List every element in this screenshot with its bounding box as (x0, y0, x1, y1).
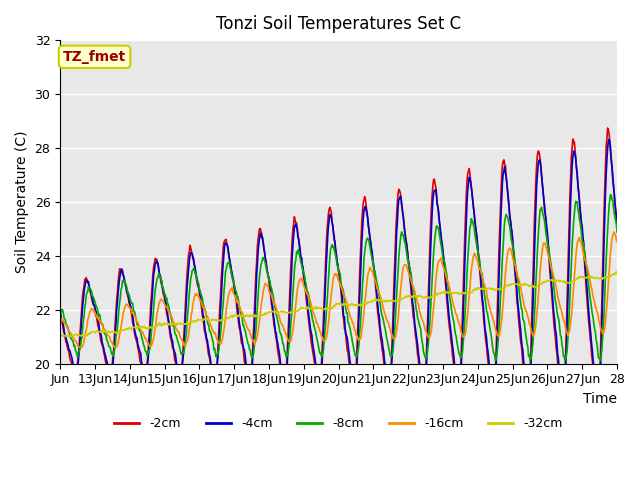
-32cm (80, 334, 88, 339)
-2cm (613, 225, 621, 230)
-32cm (180, 321, 188, 327)
-32cm (133, 325, 141, 331)
-4cm (65, 347, 73, 353)
-32cm (510, 281, 518, 287)
-4cm (605, 136, 613, 142)
-16cm (527, 325, 534, 331)
Line: -16cm: -16cm (60, 232, 617, 348)
Title: Tonzi Soil Temperatures Set C: Tonzi Soil Temperatures Set C (216, 15, 461, 33)
-16cm (77, 345, 84, 350)
-4cm (509, 245, 517, 251)
-32cm (65, 333, 73, 338)
-16cm (65, 329, 73, 335)
-4cm (594, 402, 602, 408)
-4cm (56, 308, 64, 314)
-2cm (65, 348, 73, 354)
-16cm (133, 319, 141, 325)
-32cm (458, 290, 465, 296)
-8cm (613, 229, 621, 235)
-16cm (180, 339, 188, 345)
Y-axis label: Soil Temperature (C): Soil Temperature (C) (15, 131, 29, 273)
-8cm (607, 192, 614, 197)
-16cm (458, 329, 465, 335)
-4cm (526, 382, 534, 387)
-2cm (509, 250, 517, 255)
-8cm (56, 306, 64, 312)
-2cm (56, 312, 64, 318)
-16cm (613, 239, 621, 244)
-4cm (456, 378, 464, 384)
-4cm (132, 334, 140, 340)
-8cm (526, 358, 534, 364)
-8cm (561, 358, 569, 364)
-2cm (604, 125, 611, 131)
Line: -4cm: -4cm (60, 139, 617, 405)
-8cm (456, 355, 464, 360)
-32cm (527, 282, 534, 288)
-2cm (456, 368, 464, 374)
Line: -8cm: -8cm (60, 194, 617, 361)
Text: TZ_fmet: TZ_fmet (63, 50, 126, 64)
Legend: -2cm, -4cm, -8cm, -16cm, -32cm: -2cm, -4cm, -8cm, -16cm, -32cm (109, 412, 568, 435)
-2cm (179, 353, 186, 359)
-4cm (179, 360, 186, 365)
-8cm (65, 329, 73, 335)
-32cm (612, 269, 620, 275)
-8cm (509, 247, 517, 252)
-4cm (613, 222, 621, 228)
-2cm (526, 372, 534, 378)
-2cm (132, 338, 140, 344)
-32cm (56, 332, 64, 337)
X-axis label: Time: Time (583, 392, 617, 406)
-8cm (132, 316, 140, 322)
-2cm (593, 408, 600, 414)
-32cm (613, 270, 621, 276)
-8cm (179, 349, 186, 355)
Line: -32cm: -32cm (60, 272, 617, 336)
Line: -2cm: -2cm (60, 128, 617, 411)
-16cm (510, 259, 518, 265)
-16cm (56, 315, 64, 321)
-16cm (611, 229, 618, 235)
